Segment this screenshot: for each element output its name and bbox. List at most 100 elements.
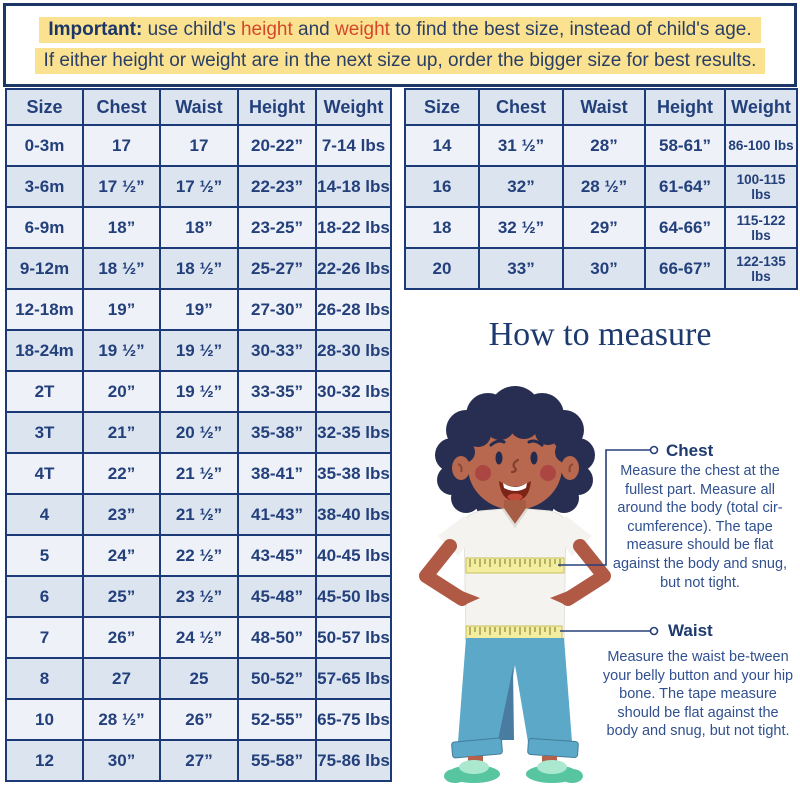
table-cell: 8 xyxy=(5,657,84,700)
table-row: 5 24” 22 ½” 43-45” 40-45 lbs xyxy=(5,534,392,577)
table-row: 3T 21” 20 ½” 35-38” 32-35 lbs xyxy=(5,411,392,454)
table-cell: 7-14 lbs xyxy=(315,124,392,167)
table-cell: 30-33” xyxy=(237,329,317,372)
table-cell: 30-32 lbs xyxy=(315,370,392,413)
col-header-waist: Waist xyxy=(159,88,239,126)
table-cell: 50-57 lbs xyxy=(315,616,392,659)
table-cell: 86-100 lbs xyxy=(724,124,798,167)
table-cell: 32 ½” xyxy=(478,206,564,249)
table-row: 3-6m 17 ½” 17 ½” 22-23” 14-18 lbs xyxy=(5,165,392,208)
table-cell: 66-67” xyxy=(644,247,726,290)
table-cell: 50-52” xyxy=(237,657,317,700)
table-cell: 6 xyxy=(5,575,84,618)
table-row: 10 28 ½” 26” 52-55” 65-75 lbs xyxy=(5,698,392,741)
size-table-14-to-20: Size Chest Waist Height Weight 14 31 ½” 28… xyxy=(404,88,798,290)
table-cell: 23-25” xyxy=(237,206,317,249)
measure-tape-waist xyxy=(465,625,563,641)
right-arm xyxy=(561,539,611,606)
table-cell: 28” xyxy=(562,124,646,167)
table-cell: 52-55” xyxy=(237,698,317,741)
table-row: 2T 20” 19 ½” 33-35” 30-32 lbs xyxy=(5,370,392,413)
table-cell: 27-30” xyxy=(237,288,317,331)
table-row: 0-3m 17 17 20-22” 7-14 lbs xyxy=(5,124,392,167)
table-cell: 4T xyxy=(5,452,84,495)
table-row: 14 31 ½” 28” 58-61” 86-100 lbs xyxy=(404,124,798,167)
table-cell: 43-45” xyxy=(237,534,317,577)
table-cell: 19” xyxy=(82,288,161,331)
table-cell: 3T xyxy=(5,411,84,454)
table-cell: 21” xyxy=(82,411,161,454)
table-row: 8 27 25 50-52” 57-65 lbs xyxy=(5,657,392,700)
table-cell: 30” xyxy=(562,247,646,290)
table-cell: 28-30 lbs xyxy=(315,329,392,372)
table-cell: 6-9m xyxy=(5,206,84,249)
table-cell: 40-45 lbs xyxy=(315,534,392,577)
table-row: 18 32 ½” 29” 64-66” 115-122 lbs xyxy=(404,206,798,249)
waist-connector-dot xyxy=(649,626,659,636)
table-cell: 32-35 lbs xyxy=(315,411,392,454)
col-header-chest: Chest xyxy=(82,88,161,126)
banner-line-2: If either height or weight are in the ne… xyxy=(34,47,766,74)
table-cell: 26-28 lbs xyxy=(315,288,392,331)
col-header-waist: Waist xyxy=(562,88,646,126)
chest-connector-dot xyxy=(649,445,659,455)
table-cell: 33-35” xyxy=(237,370,317,413)
table-row: 18-24m 19 ½” 19 ½” 30-33” 28-30 lbs xyxy=(5,329,392,372)
table-cell: 16 xyxy=(404,165,480,208)
banner-height-word: height xyxy=(240,18,293,40)
table-cell: 122-135 lbs xyxy=(724,247,798,290)
table-cell: 65-75 lbs xyxy=(315,698,392,741)
table-cell: 31 ½” xyxy=(478,124,564,167)
table-cell: 14-18 lbs xyxy=(315,165,392,208)
table-cell: 58-61” xyxy=(644,124,726,167)
waist-label: Waist xyxy=(668,621,713,640)
table-cell: 41-43” xyxy=(237,493,317,536)
table-row: 7 26” 24 ½” 48-50” 50-57 lbs xyxy=(5,616,392,659)
table-cell: 17 xyxy=(159,124,239,167)
table-header-row: Size Chest Waist Height Weight xyxy=(5,88,392,126)
table-cell: 24” xyxy=(82,534,161,577)
table-cell: 45-50 lbs xyxy=(315,575,392,618)
table-cell: 55-58” xyxy=(237,739,317,782)
table-cell: 14 xyxy=(404,124,480,167)
table-cell: 27 xyxy=(82,657,161,700)
table-cell: 57-65 lbs xyxy=(315,657,392,700)
table-cell: 25 xyxy=(159,657,239,700)
table-row: 20 33” 30” 66-67” 122-135 lbs xyxy=(404,247,798,290)
table-cell: 9-12m xyxy=(5,247,84,290)
table-cell: 100-115 lbs xyxy=(724,165,798,208)
table-cell: 35-38 lbs xyxy=(315,452,392,495)
table-cell: 48-50” xyxy=(237,616,317,659)
table-cell: 64-66” xyxy=(644,206,726,249)
table-cell: 29” xyxy=(562,206,646,249)
table-cell: 20 ½” xyxy=(159,411,239,454)
banner-weight-word: weight xyxy=(335,18,390,40)
measure-connector-lines xyxy=(558,445,659,636)
table-cell: 18” xyxy=(82,206,161,249)
table-cell: 12 xyxy=(5,739,84,782)
table-cell: 21 ½” xyxy=(159,452,239,495)
table-cell: 18 ½” xyxy=(82,247,161,290)
table-cell: 0-3m xyxy=(5,124,84,167)
table-cell: 4 xyxy=(5,493,84,536)
table-cell: 17 ½” xyxy=(159,165,239,208)
table-cell: 10 xyxy=(5,698,84,741)
how-to-measure-title: How to measure xyxy=(488,316,712,353)
face-features xyxy=(475,439,556,501)
ears xyxy=(452,456,579,480)
table-cell: 5 xyxy=(5,534,84,577)
table-cell: 20-22” xyxy=(237,124,317,167)
table-cell: 38-40 lbs xyxy=(315,493,392,536)
table-cell: 22-23” xyxy=(237,165,317,208)
child-figure-illustration xyxy=(400,370,660,800)
table-row: 12-18m 19” 19” 27-30” 26-28 lbs xyxy=(5,288,392,331)
table-cell: 22-26 lbs xyxy=(315,247,392,290)
table-cell: 22 ½” xyxy=(159,534,239,577)
table-row: 4T 22” 21 ½” 38-41” 35-38 lbs xyxy=(5,452,392,495)
table-cell: 3-6m xyxy=(5,165,84,208)
table-cell: 28 ½” xyxy=(82,698,161,741)
table-row: 9-12m 18 ½” 18 ½” 25-27” 22-26 lbs xyxy=(5,247,392,290)
table-cell: 45-48” xyxy=(237,575,317,618)
table-cell: 19 ½” xyxy=(159,370,239,413)
table-cell: 19” xyxy=(159,288,239,331)
